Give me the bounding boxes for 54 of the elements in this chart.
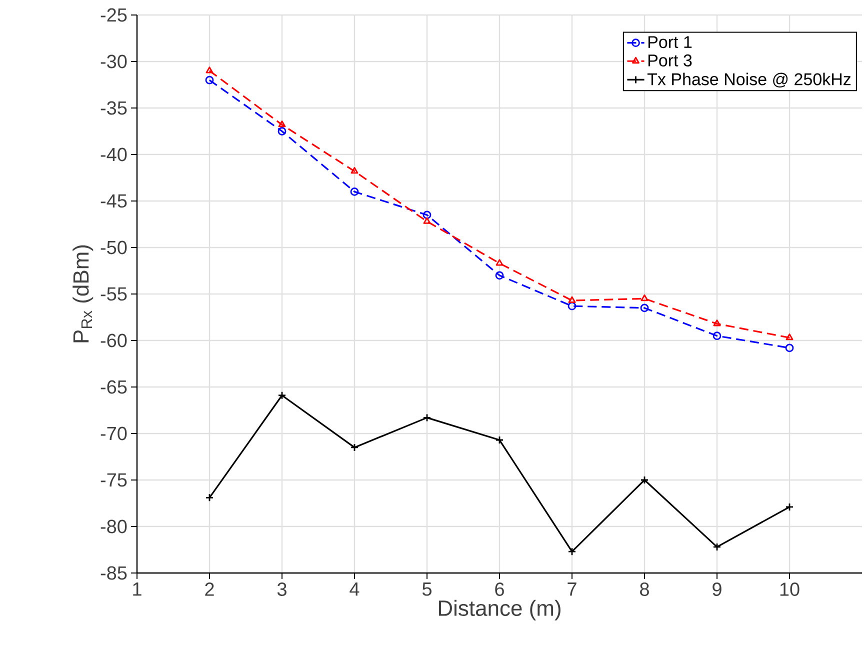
point xyxy=(422,413,432,422)
point xyxy=(640,476,649,484)
point xyxy=(278,127,286,136)
point xyxy=(278,120,286,128)
point xyxy=(422,210,432,220)
point xyxy=(350,443,359,452)
y-axis-title: P$_{Rx}$ (dBm) xyxy=(72,245,94,342)
x-tick-label: 3 xyxy=(277,582,286,596)
y-tick-label: -75 xyxy=(100,473,127,487)
x-tick-label: 6 xyxy=(495,582,504,596)
legend-label: Port 1 xyxy=(648,36,692,48)
point xyxy=(205,76,214,84)
y-tick-label: -30 xyxy=(100,54,127,68)
x-tick-label: 4 xyxy=(350,582,360,596)
point xyxy=(495,436,504,444)
y-tick-label: -70 xyxy=(100,426,127,440)
x-tick-label: 8 xyxy=(640,582,649,596)
point xyxy=(713,320,721,326)
y-tick-label: -65 xyxy=(100,380,127,394)
y-tick-label: -50 xyxy=(100,240,127,254)
y-tick-label: -35 xyxy=(100,101,127,115)
x-axis-title: Distance (m) xyxy=(438,600,560,620)
point xyxy=(786,334,794,340)
point xyxy=(278,391,286,400)
legend-label: Port 3 xyxy=(648,54,692,66)
x-tick-label: 10 xyxy=(780,582,800,596)
point xyxy=(350,167,358,174)
y-tick-label: -40 xyxy=(100,148,127,162)
point xyxy=(712,332,722,340)
point xyxy=(495,271,504,280)
point xyxy=(785,502,794,512)
x-tick-label: 7 xyxy=(568,582,576,596)
point xyxy=(640,304,649,312)
point xyxy=(785,344,794,352)
x-tick-label: 2 xyxy=(205,582,214,596)
x-tick-label: 1 xyxy=(133,582,142,596)
point xyxy=(206,66,214,74)
y-tick-label: -25 xyxy=(100,8,127,22)
point xyxy=(568,547,576,556)
y-tick-label: -80 xyxy=(100,520,127,534)
point xyxy=(205,493,214,502)
x-tick-label: 5 xyxy=(422,582,432,596)
point xyxy=(640,294,648,302)
point xyxy=(496,259,504,266)
point xyxy=(712,542,722,552)
y-tick-label: -55 xyxy=(100,287,127,301)
point xyxy=(568,296,576,303)
y-tick-label: -60 xyxy=(100,334,127,348)
legend-label: Tx Phase Noise @ 250kHz xyxy=(647,72,851,88)
y-tick-label: -85 xyxy=(100,566,127,580)
x-tick-label: 9 xyxy=(712,582,722,596)
point xyxy=(350,187,359,196)
y-tick-label: -45 xyxy=(100,194,127,208)
point xyxy=(423,217,431,224)
